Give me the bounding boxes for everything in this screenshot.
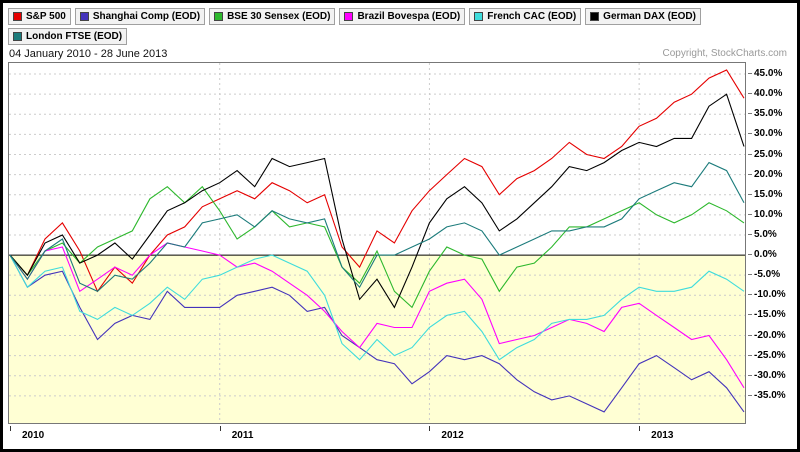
y-axis-label: -35.0% — [754, 389, 786, 401]
legend-item: German DAX (EOD) — [585, 8, 701, 25]
y-axis-label: 5.0% — [754, 228, 777, 240]
y-axis-label: 35.0% — [754, 108, 783, 120]
legend-swatch-icon — [13, 12, 22, 21]
y-tickmark — [748, 133, 752, 135]
y-tickmark — [748, 233, 752, 235]
x-axis-label: 2010 — [22, 430, 45, 441]
legend-swatch-icon — [79, 12, 89, 21]
y-tickmark — [748, 73, 752, 75]
legend-label: Shanghai Comp (EOD) — [92, 11, 201, 22]
y-axis-label: 0.0% — [754, 249, 777, 261]
x-axis-label: 2013 — [651, 430, 674, 441]
y-tickmark — [748, 153, 752, 155]
y-axis-label: -15.0% — [754, 309, 786, 321]
legend: S&P 500 Shanghai Comp (EOD) BSE 30 Sensex … — [3, 3, 795, 45]
series-line — [9, 93, 745, 309]
x-tickmark — [10, 426, 11, 431]
y-tickmark — [748, 113, 752, 115]
legend-swatch-icon — [13, 32, 22, 41]
series-line — [9, 185, 745, 309]
plot-bg-above-zero — [9, 63, 745, 256]
legend-item: BSE 30 Sensex (EOD) — [209, 8, 336, 25]
legend-label: French CAC (EOD) — [487, 11, 577, 22]
legend-label: German DAX (EOD) — [603, 11, 696, 22]
y-axis-label: -5.0% — [754, 269, 781, 281]
x-axis-label: 2012 — [441, 430, 464, 441]
legend-item: Shanghai Comp (EOD) — [74, 8, 206, 25]
x-tickmark — [219, 426, 221, 431]
y-axis-label: 40.0% — [754, 88, 783, 100]
legend-label: Brazil Bovespa (EOD) — [357, 11, 461, 22]
legend-item: London FTSE (EOD) — [8, 28, 128, 45]
y-axis-label: 25.0% — [754, 148, 783, 160]
legend-item: S&P 500 — [8, 8, 71, 25]
legend-swatch-icon — [474, 12, 484, 21]
legend-swatch-icon — [344, 12, 354, 21]
y-axis-label: -10.0% — [754, 289, 786, 301]
chart-area: 45.0% 40.0% 35.0% 30.0% 25.0% 20.0% 15.0% 10.0%… — [8, 62, 797, 426]
x-tickmark — [429, 426, 431, 431]
y-tickmark — [748, 193, 752, 195]
y-tickmark — [748, 294, 752, 296]
series-line — [9, 161, 745, 292]
y-tickmark — [748, 93, 752, 95]
legend-label: S&P 500 — [26, 11, 66, 22]
date-range: 04 January 2010 - 28 June 2013 — [9, 47, 168, 60]
legend-label: London FTSE (EOD) — [26, 31, 123, 42]
legend-item: Brazil Bovespa (EOD) — [339, 8, 466, 25]
subheader: 04 January 2010 - 28 June 2013 Copyright… — [3, 45, 797, 62]
legend-label: BSE 30 Sensex (EOD) — [227, 11, 331, 22]
y-axis-label: 45.0% — [754, 68, 783, 80]
y-tickmark — [748, 274, 752, 276]
y-tickmark — [748, 213, 752, 215]
y-tickmark — [748, 374, 752, 376]
y-axis-label: 15.0% — [754, 188, 783, 200]
x-axis-label: 2011 — [231, 430, 254, 441]
y-axis-label: 20.0% — [754, 168, 783, 180]
legend-swatch-icon — [590, 12, 600, 21]
y-tickmark — [748, 254, 752, 256]
y-tickmark — [748, 334, 752, 336]
y-axis-label: 30.0% — [754, 128, 783, 140]
x-axis: 2010 2011 2012 2013 — [8, 426, 768, 444]
legend-item: French CAC (EOD) — [469, 8, 582, 25]
y-axis-label: -30.0% — [754, 369, 786, 381]
x-tickmark — [639, 426, 641, 431]
y-tickmark — [748, 354, 752, 356]
y-tickmark — [748, 173, 752, 175]
legend-swatch-icon — [214, 12, 224, 21]
y-axis-label: -20.0% — [754, 329, 786, 341]
y-axis-label: -25.0% — [754, 349, 786, 361]
plot-canvas — [8, 62, 746, 424]
y-tickmark — [748, 314, 752, 316]
y-axis-label: 10.0% — [754, 208, 783, 220]
y-axis: 45.0% 40.0% 35.0% 30.0% 25.0% 20.0% 15.0% 10.0%… — [748, 62, 797, 426]
series-line — [9, 254, 745, 361]
copyright-text: Copyright, StockCharts.com — [662, 48, 788, 59]
series-line — [9, 69, 745, 293]
series-line — [9, 242, 745, 389]
y-tickmark — [748, 394, 752, 396]
